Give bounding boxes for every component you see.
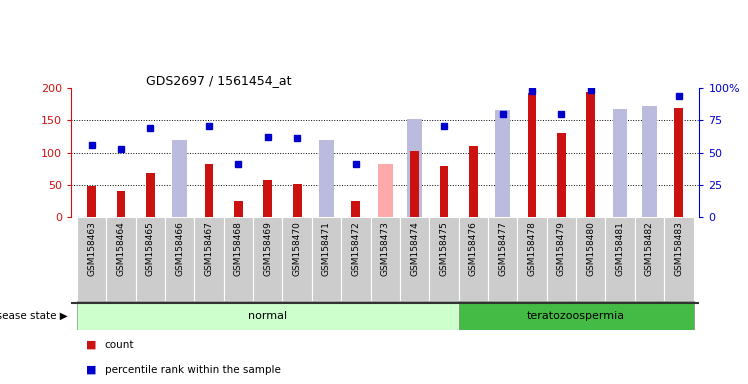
Text: GSM158464: GSM158464	[117, 221, 126, 276]
Bar	[378, 164, 393, 217]
FancyBboxPatch shape	[518, 217, 547, 301]
Bar	[88, 186, 96, 217]
FancyBboxPatch shape	[283, 217, 312, 301]
Bar	[675, 108, 683, 217]
FancyBboxPatch shape	[488, 217, 518, 301]
Text: GDS2697 / 1561454_at: GDS2697 / 1561454_at	[147, 74, 292, 87]
FancyBboxPatch shape	[459, 301, 693, 330]
Text: ■: ■	[86, 365, 96, 375]
Text: GSM158469: GSM158469	[263, 221, 272, 276]
Bar	[234, 201, 243, 217]
Text: GSM158466: GSM158466	[175, 221, 184, 276]
Bar	[292, 184, 301, 217]
Text: count: count	[105, 340, 134, 350]
Text: GSM158471: GSM158471	[322, 221, 331, 276]
Text: percentile rank within the sample: percentile rank within the sample	[105, 365, 280, 375]
Text: GSM158476: GSM158476	[469, 221, 478, 276]
Text: GSM158465: GSM158465	[146, 221, 155, 276]
Bar	[586, 91, 595, 217]
Text: GSM158477: GSM158477	[498, 221, 507, 276]
Text: GSM158483: GSM158483	[675, 221, 684, 276]
Text: GSM158473: GSM158473	[381, 221, 390, 276]
Bar	[172, 140, 187, 217]
Text: GSM158470: GSM158470	[292, 221, 301, 276]
FancyBboxPatch shape	[459, 217, 488, 301]
Bar	[407, 119, 422, 217]
FancyBboxPatch shape	[253, 217, 283, 301]
Text: GSM158472: GSM158472	[352, 221, 361, 276]
Bar	[352, 201, 361, 217]
Bar	[642, 123, 657, 217]
Bar	[172, 185, 187, 217]
Bar	[410, 151, 419, 217]
FancyBboxPatch shape	[429, 217, 459, 301]
Bar	[495, 133, 510, 217]
FancyBboxPatch shape	[224, 217, 253, 301]
Bar	[146, 172, 155, 217]
FancyBboxPatch shape	[77, 301, 459, 330]
Text: normal: normal	[248, 311, 287, 321]
Bar	[319, 140, 334, 217]
FancyBboxPatch shape	[547, 217, 576, 301]
Text: GSM158481: GSM158481	[616, 221, 625, 276]
FancyBboxPatch shape	[370, 217, 400, 301]
Text: GSM158467: GSM158467	[204, 221, 214, 276]
FancyBboxPatch shape	[664, 217, 693, 301]
Bar	[557, 133, 565, 217]
Text: GSM158482: GSM158482	[645, 221, 654, 276]
Bar	[319, 184, 334, 217]
Bar	[205, 164, 213, 217]
FancyBboxPatch shape	[194, 217, 224, 301]
Bar	[613, 109, 628, 217]
Bar	[642, 106, 657, 217]
FancyBboxPatch shape	[106, 217, 135, 301]
FancyBboxPatch shape	[77, 217, 106, 301]
FancyBboxPatch shape	[605, 217, 635, 301]
FancyBboxPatch shape	[341, 217, 370, 301]
FancyBboxPatch shape	[135, 217, 165, 301]
Bar	[495, 109, 510, 217]
Text: GSM158480: GSM158480	[586, 221, 595, 276]
Text: teratozoospermia: teratozoospermia	[527, 311, 625, 321]
Bar	[440, 166, 448, 217]
Text: GSM158479: GSM158479	[557, 221, 566, 276]
Bar	[527, 93, 536, 217]
FancyBboxPatch shape	[635, 217, 664, 301]
FancyBboxPatch shape	[312, 217, 341, 301]
Text: GSM158475: GSM158475	[439, 221, 449, 276]
Bar	[263, 180, 272, 217]
FancyBboxPatch shape	[165, 217, 194, 301]
Text: GSM158478: GSM158478	[527, 221, 536, 276]
Bar	[613, 130, 628, 217]
Bar	[469, 146, 478, 217]
Text: GSM158463: GSM158463	[87, 221, 96, 276]
Text: GSM158474: GSM158474	[410, 221, 419, 276]
Text: ■: ■	[86, 340, 96, 350]
FancyBboxPatch shape	[400, 217, 429, 301]
Text: GSM158468: GSM158468	[234, 221, 243, 276]
Bar	[117, 191, 126, 217]
Text: disease state ▶: disease state ▶	[0, 311, 67, 321]
FancyBboxPatch shape	[576, 217, 605, 301]
